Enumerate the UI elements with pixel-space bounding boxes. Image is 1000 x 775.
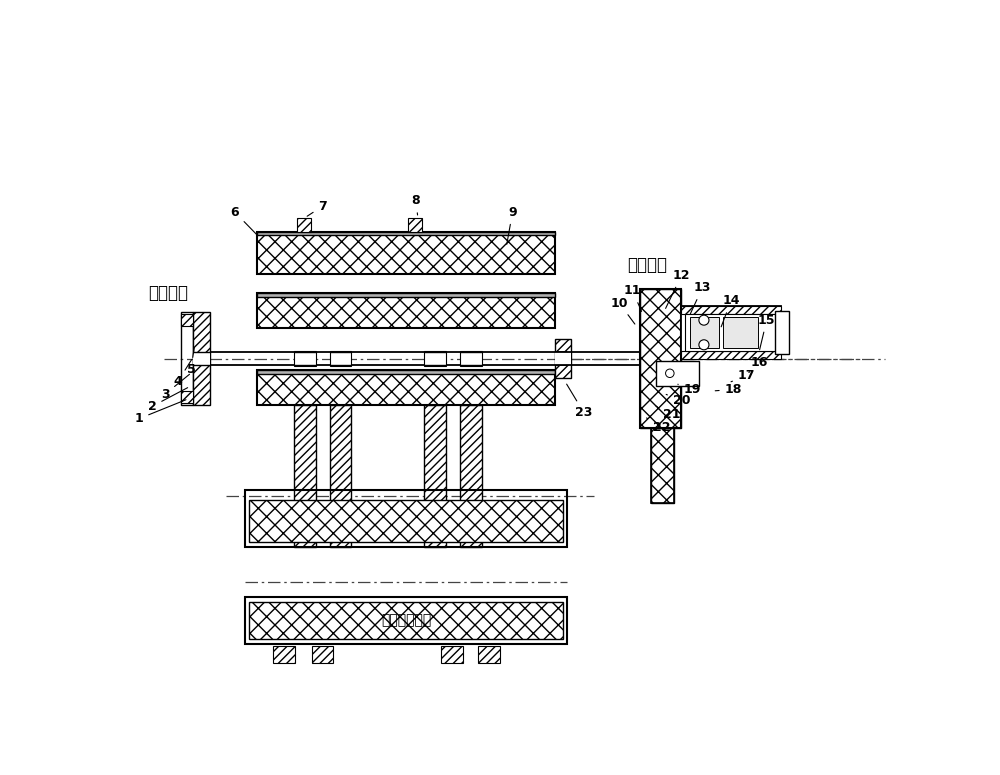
Text: 7: 7 xyxy=(307,200,327,216)
Text: 3: 3 xyxy=(161,374,190,401)
Bar xyxy=(249,602,563,639)
Bar xyxy=(441,646,463,663)
Text: 9: 9 xyxy=(507,206,517,244)
Text: 5: 5 xyxy=(186,347,195,376)
Bar xyxy=(249,500,563,542)
Bar xyxy=(257,370,555,405)
Text: 19: 19 xyxy=(678,383,701,396)
Text: 22: 22 xyxy=(647,418,670,435)
Bar xyxy=(273,646,295,663)
Bar xyxy=(257,293,555,297)
Text: 21: 21 xyxy=(656,406,680,421)
Text: 听筒位置: 听筒位置 xyxy=(627,256,667,274)
Bar xyxy=(330,405,351,547)
Text: 17: 17 xyxy=(731,369,755,382)
Bar xyxy=(312,646,333,663)
Bar xyxy=(297,218,311,232)
Text: 阻性吸声材料: 阻性吸声材料 xyxy=(381,614,431,628)
Text: 6: 6 xyxy=(231,206,257,235)
Text: 11: 11 xyxy=(624,284,642,312)
Text: 2: 2 xyxy=(148,388,188,413)
Bar xyxy=(257,232,555,274)
Circle shape xyxy=(666,369,674,377)
Bar xyxy=(257,293,555,328)
Text: 8: 8 xyxy=(411,195,420,215)
Bar xyxy=(257,232,555,274)
Bar xyxy=(651,428,674,504)
Bar xyxy=(723,317,758,348)
Bar xyxy=(656,361,698,386)
Bar xyxy=(460,405,482,547)
Text: 12: 12 xyxy=(666,269,690,308)
Bar xyxy=(257,370,555,374)
Bar xyxy=(681,306,781,359)
Bar xyxy=(681,306,781,314)
Text: 23: 23 xyxy=(567,384,592,419)
Bar xyxy=(424,351,446,367)
Bar xyxy=(257,232,555,236)
Bar xyxy=(257,293,555,328)
Bar xyxy=(640,289,681,428)
Bar xyxy=(181,312,193,405)
Bar xyxy=(330,351,351,367)
Bar xyxy=(460,351,482,367)
Text: 18: 18 xyxy=(715,383,742,396)
Bar xyxy=(775,311,789,354)
Bar xyxy=(424,405,446,547)
Text: 20: 20 xyxy=(666,394,690,408)
Bar xyxy=(181,391,193,403)
Circle shape xyxy=(699,339,709,350)
Bar xyxy=(685,314,778,351)
Bar xyxy=(181,314,193,326)
Text: 16: 16 xyxy=(749,356,768,373)
Bar xyxy=(245,598,567,643)
Text: 1: 1 xyxy=(135,400,186,425)
Bar xyxy=(294,351,316,367)
Bar xyxy=(640,289,681,428)
Bar xyxy=(478,646,500,663)
Bar xyxy=(193,353,210,365)
Bar xyxy=(294,405,316,547)
Bar xyxy=(408,218,422,232)
Bar xyxy=(651,428,674,504)
Text: 声源位置: 声源位置 xyxy=(148,284,188,302)
Bar xyxy=(555,339,571,378)
Bar xyxy=(681,351,781,359)
Bar xyxy=(555,353,571,365)
Circle shape xyxy=(699,315,709,325)
Text: 15: 15 xyxy=(758,314,775,350)
Text: 4: 4 xyxy=(173,360,192,388)
Text: 10: 10 xyxy=(611,297,635,324)
Bar xyxy=(257,370,555,405)
Text: 14: 14 xyxy=(721,294,740,327)
Bar xyxy=(193,312,210,405)
Bar xyxy=(245,490,567,547)
Bar xyxy=(690,317,719,348)
Text: 13: 13 xyxy=(690,281,711,314)
